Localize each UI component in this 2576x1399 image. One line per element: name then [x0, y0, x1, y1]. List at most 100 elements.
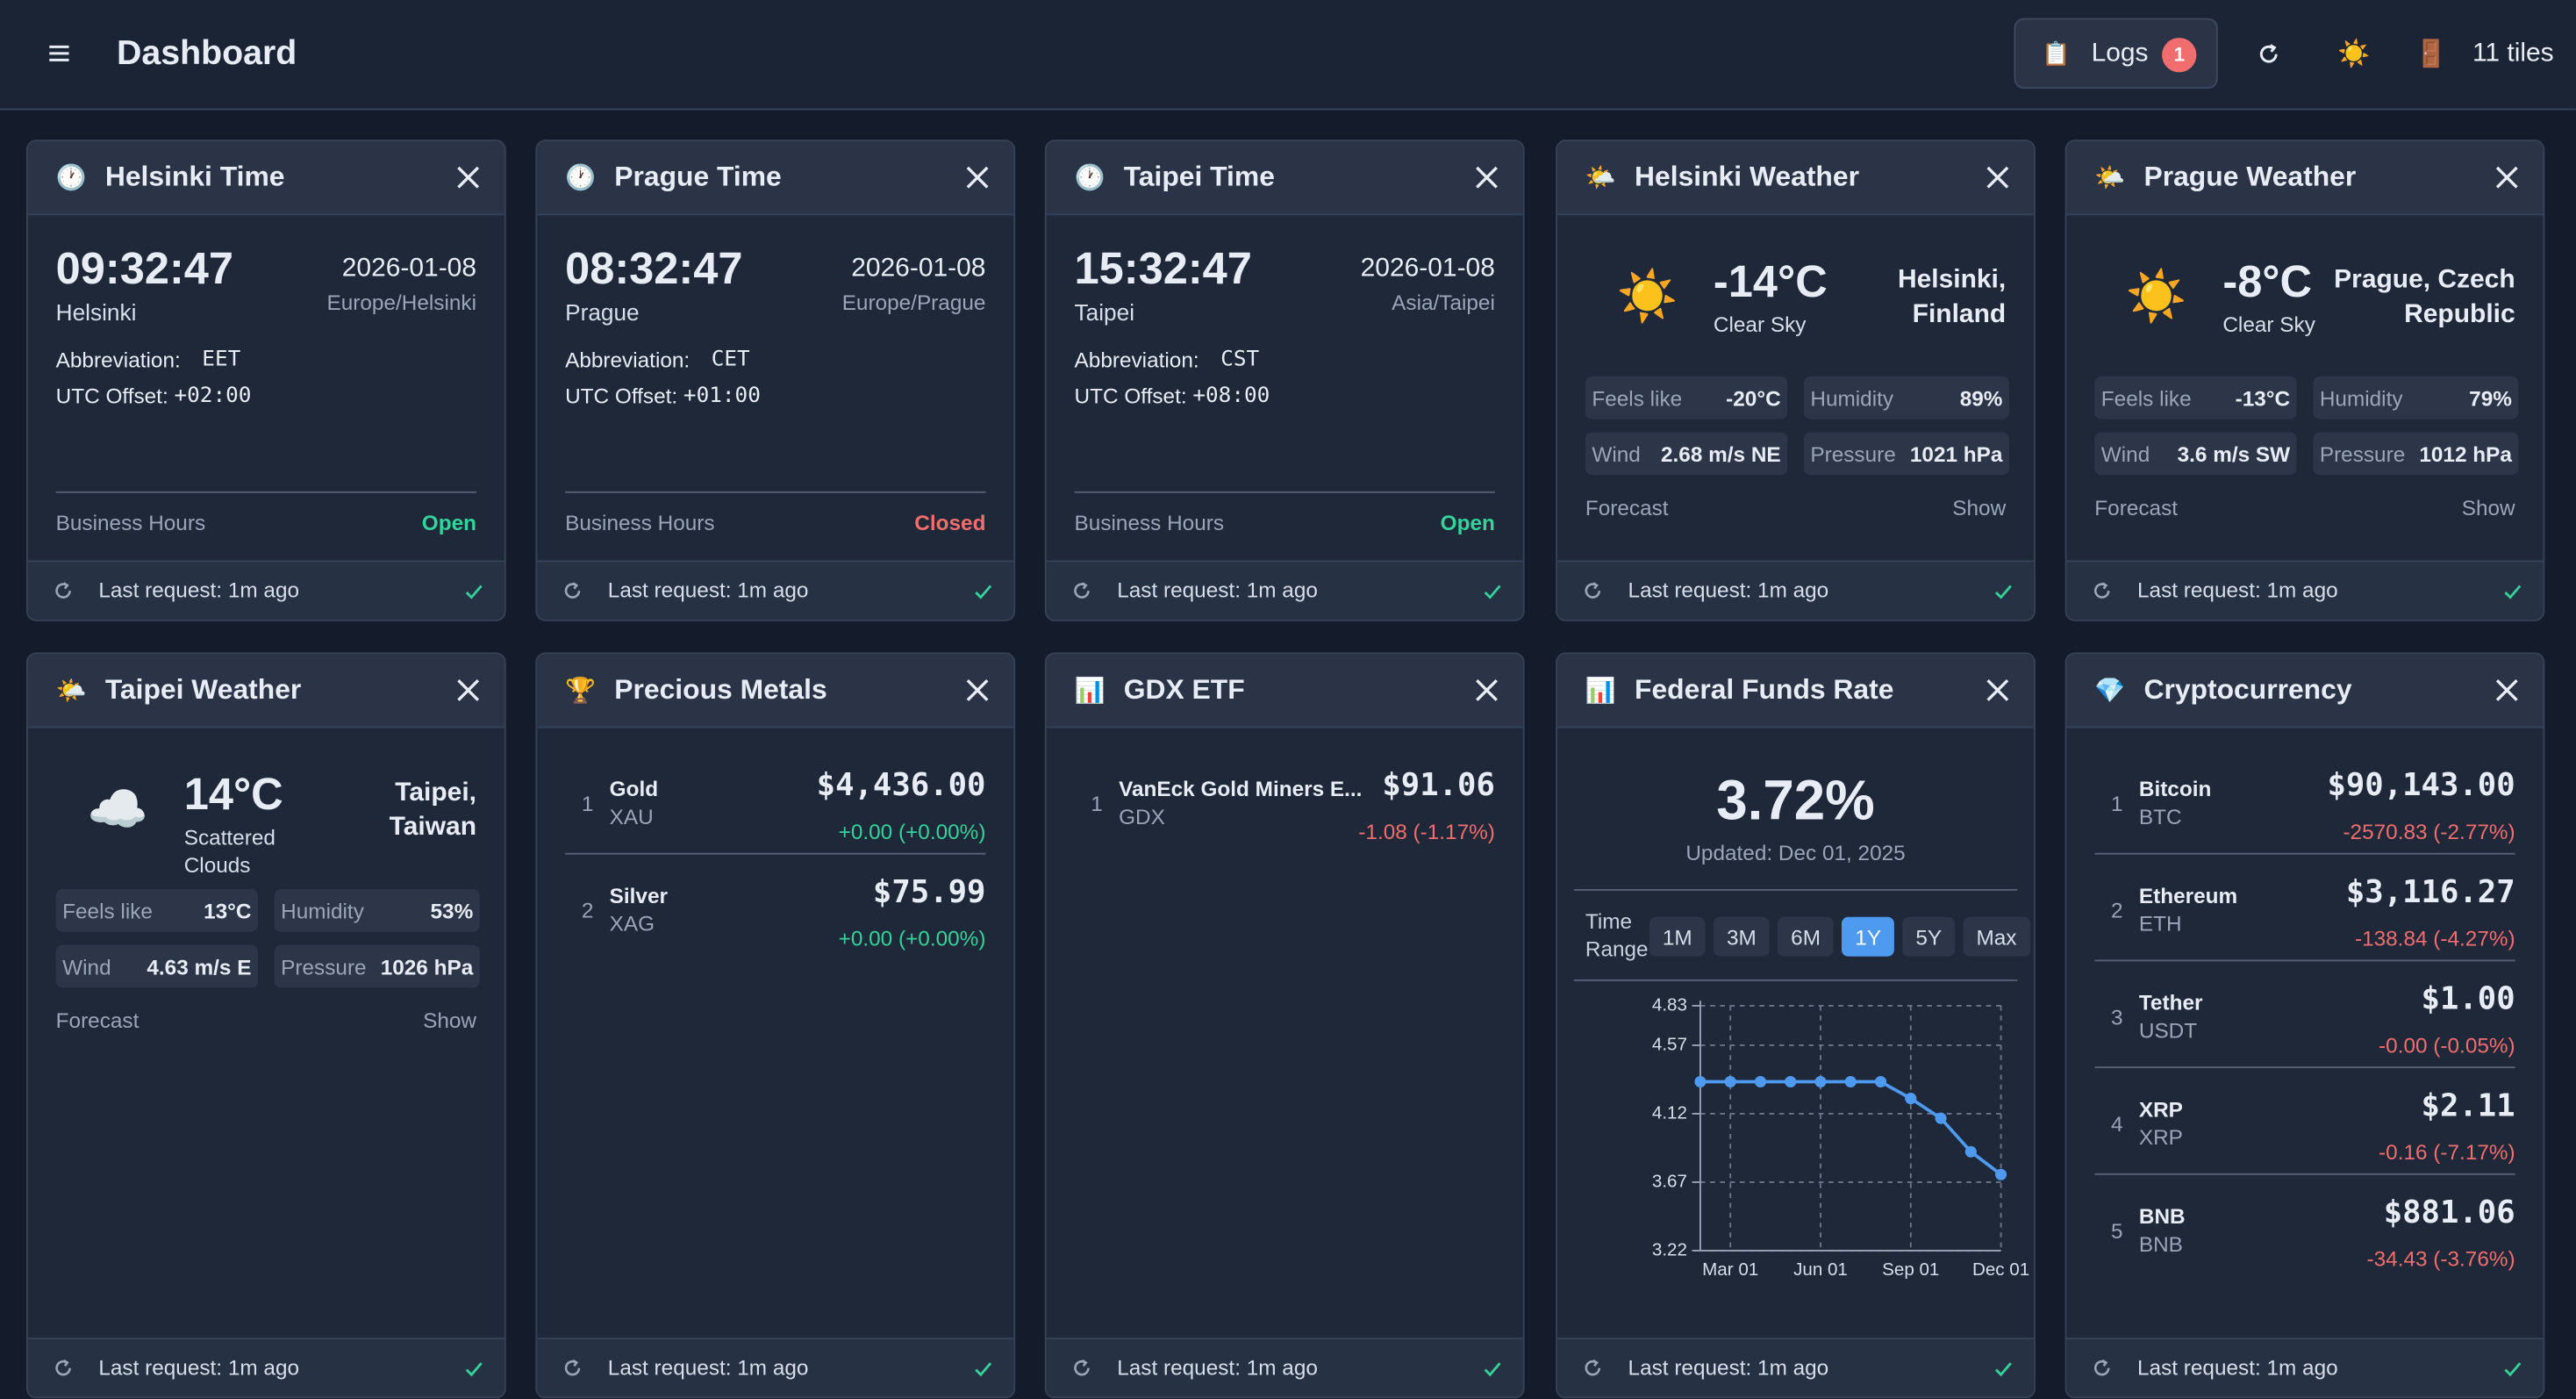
exit-button[interactable]: 🚪 — [2415, 40, 2448, 69]
asset-name: Bitcoin — [2138, 776, 2212, 801]
timezone: Europe/Helsinki — [326, 290, 476, 315]
forecast-toggle[interactable]: Show — [423, 1008, 476, 1033]
time: 09:32:47 — [55, 244, 234, 294]
refresh-icon[interactable] — [563, 582, 582, 600]
tile: 📊 Federal Funds Rate 3.72% Updated: Dec 01,… — [1556, 652, 2036, 1399]
tile-icon: 🕐 — [1074, 164, 1106, 193]
stat: Feels like -13°C — [2094, 376, 2297, 420]
city: Taipei — [1074, 298, 1135, 326]
tile-icon: 🕐 — [565, 164, 597, 193]
rank: 3 — [2111, 1004, 2123, 1030]
price: $881.06 — [2383, 1195, 2515, 1231]
close-button[interactable] — [457, 678, 480, 701]
utc-offset-value: +08:00 — [1192, 384, 1270, 409]
abbreviation-label: Abbreviation: — [1074, 348, 1199, 373]
logs-label: Logs — [2091, 39, 2149, 68]
status-check — [975, 1362, 992, 1377]
business-hours-label: Business Hours — [1074, 510, 1225, 535]
utc-offset-value: +01:00 — [683, 384, 761, 409]
range-button[interactable]: 5Y — [1902, 916, 1956, 957]
tile-footer: Last request: 1m ago — [1557, 1338, 2035, 1397]
last-request: Last request: 1m ago — [1628, 1354, 1829, 1380]
close-button[interactable] — [1475, 678, 1498, 701]
tile-footer: Last request: 1m ago — [537, 1338, 1014, 1397]
last-request: Last request: 1m ago — [2136, 578, 2338, 603]
refresh-icon[interactable] — [1584, 582, 1602, 600]
tile-title: Prague Time — [614, 161, 782, 193]
tile-icon: 🌤️ — [2094, 164, 2126, 193]
range-button[interactable]: 1M — [1649, 916, 1706, 957]
refresh-icon[interactable] — [1073, 582, 1091, 600]
abbreviation-value: CST — [1220, 348, 1260, 373]
stat-label: Humidity — [281, 898, 364, 923]
stat-label: Wind — [1592, 441, 1641, 466]
condition: Clear Sky — [1713, 312, 1807, 337]
last-request: Last request: 1m ago — [1117, 578, 1318, 603]
range-button[interactable]: Max — [1963, 916, 2030, 957]
tile-title: Cryptocurrency — [2143, 673, 2352, 706]
close-button[interactable] — [2495, 166, 2518, 189]
divider — [1573, 888, 2018, 891]
time: 15:32:47 — [1074, 244, 1252, 294]
close-button[interactable] — [966, 166, 989, 189]
tile-icon: 📊 — [1585, 677, 1616, 706]
close-button[interactable] — [1986, 678, 2009, 701]
stat-value: 3.6 m/s SW — [2177, 441, 2291, 466]
point — [1905, 1093, 1917, 1105]
date: 2026-01-08 — [851, 255, 986, 283]
city: Prague — [565, 298, 640, 326]
asset-symbol: BTC — [2138, 804, 2182, 829]
stat-label: Feels like — [2100, 385, 2192, 411]
refresh-icon[interactable] — [1073, 1359, 1091, 1377]
logs-icon: 📋 — [2042, 39, 2072, 67]
range-button[interactable]: 1Y — [1842, 916, 1895, 957]
change: +0.00 (+0.00%) — [838, 819, 986, 844]
range-button[interactable]: 6M — [1778, 916, 1834, 957]
point — [1814, 1075, 1827, 1088]
tile: 🏆 Precious Metals 1 Gold XAU $4,436.00 +0.00 (… — [535, 652, 1016, 1399]
close-button[interactable] — [966, 678, 989, 701]
change: -2570.83 (-2.77%) — [2343, 819, 2515, 844]
refresh-icon[interactable] — [1584, 1359, 1602, 1377]
updated: Updated: Dec 01, 2025 — [1685, 840, 1906, 865]
stat-label: Wind — [62, 953, 111, 979]
location: Republic — [2404, 300, 2515, 329]
close-button[interactable] — [1475, 166, 1498, 189]
refresh-icon[interactable] — [54, 582, 73, 600]
refresh-icon[interactable] — [2093, 1359, 2111, 1377]
y-tick-label: 3.22 — [1652, 1239, 1687, 1259]
temperature: -14°C — [1713, 257, 1828, 307]
range-button[interactable]: 3M — [1714, 916, 1770, 957]
close-button[interactable] — [1986, 166, 2009, 189]
close-button[interactable] — [2495, 678, 2518, 701]
stat-value: 1021 hPa — [1909, 441, 2003, 466]
refresh-button[interactable] — [2258, 43, 2280, 66]
weather-icon: ☀️ — [1616, 270, 1678, 325]
stat-label: Humidity — [2319, 385, 2403, 411]
divider — [55, 491, 476, 493]
asset-name: VanEck Gold Miners E... — [1119, 776, 1363, 801]
price: $3,116.27 — [2345, 874, 2515, 911]
logs-button[interactable]: 📋 Logs 1 — [2014, 18, 2218, 90]
asset-name: Gold — [609, 776, 659, 801]
timezone: Asia/Taipei — [1392, 290, 1495, 315]
refresh-icon[interactable] — [54, 1359, 73, 1377]
forecast-toggle[interactable]: Show — [2461, 495, 2515, 520]
refresh-icon[interactable] — [563, 1359, 582, 1377]
tile-header: 🕐 Taipei Time — [1046, 141, 1523, 216]
theme-button[interactable]: ☀️ — [2337, 40, 2371, 69]
menu-button[interactable] — [49, 45, 69, 63]
change: -0.16 (-7.17%) — [2379, 1139, 2515, 1165]
forecast-toggle[interactable]: Show — [1952, 495, 2007, 520]
divider — [2094, 852, 2515, 855]
close-button[interactable] — [457, 166, 480, 189]
refresh-icon[interactable] — [2093, 582, 2111, 600]
point — [1694, 1075, 1707, 1088]
asset-symbol: BNB — [2138, 1231, 2183, 1257]
business-hours-label: Business Hours — [55, 510, 206, 535]
logs-badge: 1 — [2162, 38, 2197, 73]
date: 2026-01-08 — [341, 255, 476, 283]
tile-header: 📊 GDX ETF — [1046, 654, 1523, 728]
divider — [2094, 1066, 2515, 1069]
